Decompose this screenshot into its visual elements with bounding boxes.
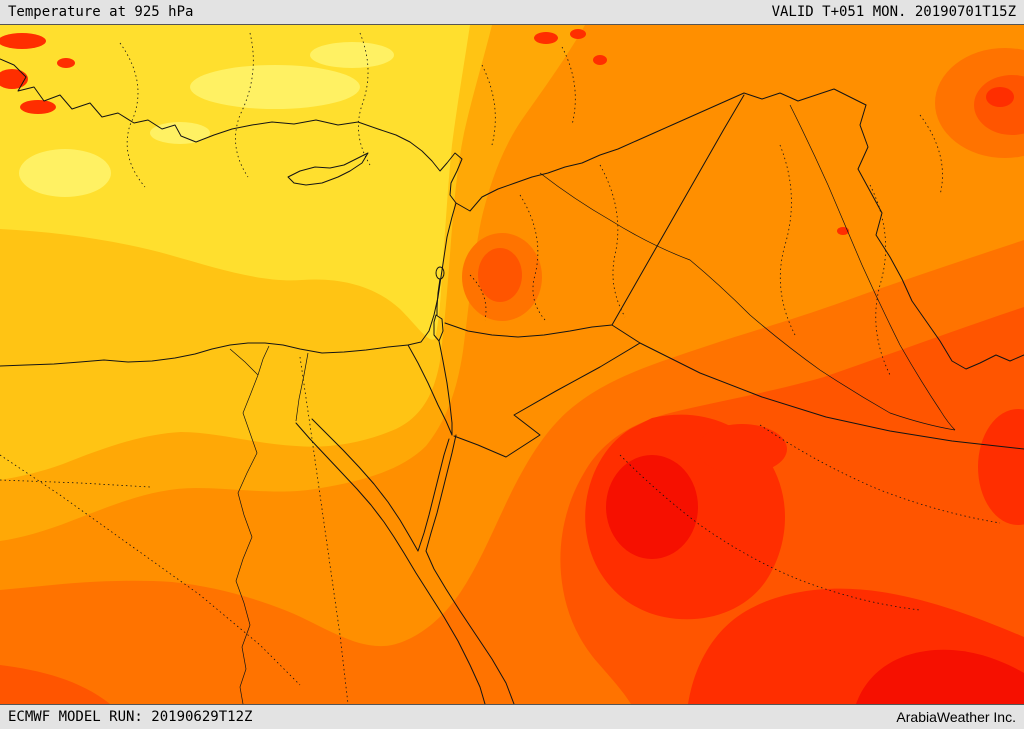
pale-yellow-patch xyxy=(150,122,210,144)
gulf-of-aqaba-east-shore xyxy=(425,434,515,704)
jordan-saudi-border xyxy=(453,342,641,458)
admin-line xyxy=(119,42,146,188)
mediterranean-coastline xyxy=(0,58,463,367)
provider-brand: ArabiaWeather Inc. xyxy=(896,709,1016,725)
jordan-river-line xyxy=(436,278,441,316)
admin-line xyxy=(469,274,487,321)
admin-line xyxy=(519,194,546,321)
warm-temp-layers xyxy=(0,29,1024,704)
admin-line xyxy=(561,46,576,126)
syria-jordan-border xyxy=(444,322,613,338)
river-tigris xyxy=(789,104,956,431)
hot-spot xyxy=(837,227,849,235)
hot-spot xyxy=(0,33,46,49)
valid-time-label: VALID T+051 MON. 20190701T15Z xyxy=(771,4,1016,20)
admin-line xyxy=(599,164,626,318)
pale-yellow-patch xyxy=(19,149,111,197)
hot-spot xyxy=(0,69,28,89)
sinai-west-coast xyxy=(311,418,419,552)
temperature-contour-svg xyxy=(0,25,1024,704)
temp-hot-core-southeast xyxy=(856,649,1024,704)
admin-line xyxy=(0,479,151,488)
turkey-syria-iraq-border xyxy=(455,88,867,212)
sea-of-galilee-outline xyxy=(435,266,445,280)
hot-spot xyxy=(570,29,586,39)
israel-jordan-arava-border xyxy=(438,340,453,436)
admin-line xyxy=(919,114,943,196)
river-nile xyxy=(235,374,259,704)
weather-map xyxy=(0,25,1024,704)
gulf-of-suez-west-shore xyxy=(295,422,486,704)
map-title: Temperature at 925 hPa xyxy=(8,4,194,20)
suez-canal xyxy=(295,352,309,422)
sinai-east-coast xyxy=(417,438,450,552)
hot-spot-anomalies xyxy=(0,29,849,235)
northeast-hot-core xyxy=(986,87,1014,107)
syria-desert-hot-core xyxy=(478,248,522,302)
temp-red-northeast-lobe xyxy=(697,424,787,474)
cyprus-outline xyxy=(287,152,369,186)
nile-delta-branch-west xyxy=(229,348,259,376)
footer-bar: ECMWF MODEL RUN: 20190629T12Z ArabiaWeat… xyxy=(0,704,1024,729)
israel-egypt-border xyxy=(407,344,453,436)
admin-line xyxy=(358,32,371,166)
temp-red-east-edge xyxy=(978,409,1024,525)
syria-iraq-border xyxy=(611,94,745,326)
pale-yellow-patch xyxy=(310,42,394,68)
header-bar: Temperature at 925 hPa VALID T+051 MON. … xyxy=(0,0,1024,25)
admin-boundaries xyxy=(0,32,1001,704)
temp-layer-pale-yellow xyxy=(19,42,394,197)
pale-yellow-patch xyxy=(190,65,360,109)
model-run-label: ECMWF MODEL RUN: 20190629T12Z xyxy=(8,709,253,725)
temp-layer-yellow xyxy=(0,25,470,340)
admin-line xyxy=(235,32,254,178)
temp-orange-red-southwest-sliver xyxy=(0,665,110,704)
cool-temp-layers xyxy=(0,25,585,541)
country-borders xyxy=(0,58,1024,704)
temp-hot-core-central xyxy=(606,455,698,559)
nile-delta-branch-east xyxy=(257,345,270,376)
hot-spot xyxy=(57,58,75,68)
hot-spot xyxy=(20,100,56,114)
hot-spot xyxy=(534,32,558,44)
river-euphrates xyxy=(539,172,956,431)
rivers xyxy=(229,104,956,704)
hot-spot xyxy=(593,55,607,65)
iraq-iran-border xyxy=(857,104,1024,370)
jordan-iraq-saudi-borders xyxy=(611,324,1024,450)
